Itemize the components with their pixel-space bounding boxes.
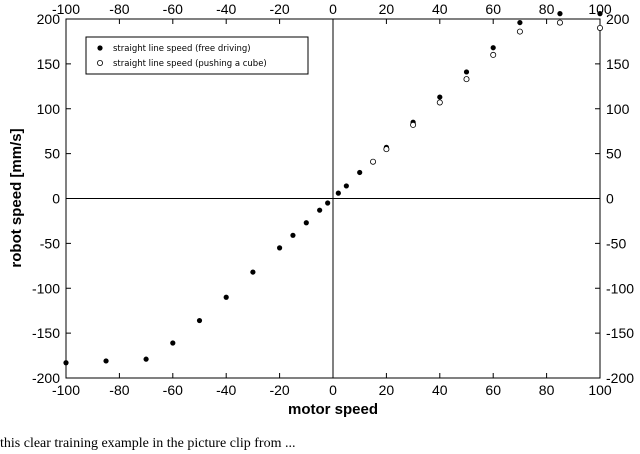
data-point-free-driving xyxy=(597,11,603,17)
right-y-axis: -200 -150 -100 -50 0 50 100 150 200 xyxy=(595,11,634,386)
data-point-pushing-cube xyxy=(463,76,470,83)
y-tick-label: 200 xyxy=(37,11,61,27)
data-point-pushing-cube xyxy=(436,99,443,106)
bottom-x-axis: -100 -80 -60 -40 -20 0 20 40 60 80 100 xyxy=(52,373,612,398)
right-tick-label: 100 xyxy=(606,101,630,117)
data-point-free-driving xyxy=(335,190,341,196)
data-point-free-driving xyxy=(437,94,443,100)
top-tick-label: -40 xyxy=(216,1,236,17)
data-point-pushing-cube xyxy=(490,51,497,58)
legend-marker-pushing-cube xyxy=(97,60,104,67)
x-tick-label: 80 xyxy=(539,382,555,398)
top-tick-label: 20 xyxy=(379,1,395,17)
top-tick-label: 100 xyxy=(588,1,612,17)
data-point-free-driving xyxy=(517,19,523,26)
top-tick-label: 0 xyxy=(329,1,337,17)
x-tick-label: -20 xyxy=(269,382,289,398)
y-tick-label: -100 xyxy=(32,280,60,296)
data-point-free-driving xyxy=(170,340,176,346)
top-tick-label: -60 xyxy=(163,1,183,17)
data-point-free-driving xyxy=(317,207,323,213)
legend-label-pushing-cube: straight line speed (pushing a cube) xyxy=(113,59,267,69)
y-tick-label: -200 xyxy=(32,370,60,386)
data-point-pushing-cube xyxy=(410,121,417,128)
y-tick-label: -50 xyxy=(40,235,60,251)
x-tick-label: -60 xyxy=(163,382,183,398)
right-tick-label: 150 xyxy=(606,56,630,72)
y-tick-label: -150 xyxy=(32,325,60,341)
right-tick-label: 0 xyxy=(606,191,614,207)
data-point-pushing-cube xyxy=(516,28,523,35)
x-tick-label: 40 xyxy=(432,382,448,398)
x-tick-label: -80 xyxy=(109,382,129,398)
right-tick-label: -100 xyxy=(606,280,634,296)
top-tick-label: 60 xyxy=(485,1,501,17)
scatter-chart: -100 -80 -60 -40 -20 0 20 40 60 80 100 -100 -80 -60-… xyxy=(8,1,634,418)
top-tick-label: -80 xyxy=(109,1,129,17)
data-point-pushing-cube xyxy=(370,158,377,165)
legend-label-free-driving: straight line speed (free driving) xyxy=(113,44,251,54)
data-point-pushing-cube xyxy=(556,19,563,26)
x-tick-label: -40 xyxy=(216,382,236,398)
x-tick-label: 20 xyxy=(379,382,395,398)
data-point-free-driving xyxy=(303,220,309,226)
x-axis-title: motor speed xyxy=(288,401,378,418)
y-tick-label: 150 xyxy=(37,56,61,72)
data-point-free-driving xyxy=(490,45,496,51)
data-point-free-driving xyxy=(250,269,256,275)
data-point-free-driving xyxy=(290,232,296,238)
right-tick-label: -200 xyxy=(606,370,634,386)
left-y-axis: -200 -150 -100 -50 0 50 100 150 200 xyxy=(32,11,71,386)
data-point-pushing-cube xyxy=(383,146,390,153)
caption-text: this clear training example in the pictu… xyxy=(0,436,296,451)
data-point-free-driving xyxy=(463,69,470,75)
data-point-pushing-cube xyxy=(597,24,604,31)
data-point-free-driving xyxy=(343,183,349,189)
y-tick-label: 50 xyxy=(44,146,60,162)
top-x-axis: -100 -80 -60 -40 -20 0 20 40 60 80 100 xyxy=(52,1,612,24)
data-points xyxy=(63,11,604,366)
top-tick-label: -20 xyxy=(269,1,289,17)
y-axis-title: robot speed [mm/s] xyxy=(8,128,25,267)
x-tick-label: 100 xyxy=(588,382,612,398)
legend: straight line speed (free driving) strai… xyxy=(85,36,309,75)
right-tick-label: 200 xyxy=(606,11,630,27)
top-tick-label: -100 xyxy=(52,1,80,17)
data-point-free-driving xyxy=(223,294,229,300)
data-point-free-driving xyxy=(143,356,149,362)
y-tick-label: 0 xyxy=(52,191,60,207)
data-point-free-driving xyxy=(103,358,109,364)
x-tick-label: 60 xyxy=(485,382,501,398)
legend-box xyxy=(85,36,309,75)
data-point-free-driving xyxy=(325,200,331,206)
y-tick-label: 100 xyxy=(37,101,61,117)
x-tick-label: -100 xyxy=(52,382,80,398)
data-point-free-driving xyxy=(557,11,563,17)
data-point-free-driving xyxy=(63,360,69,366)
data-point-free-driving xyxy=(196,317,203,324)
legend-marker-free-driving xyxy=(97,45,103,51)
right-tick-label: -50 xyxy=(606,235,626,251)
data-point-free-driving xyxy=(277,245,283,251)
top-tick-label: 80 xyxy=(539,1,555,17)
right-tick-label: -150 xyxy=(606,325,634,341)
x-tick-label: 0 xyxy=(329,382,337,398)
data-point-free-driving xyxy=(357,169,363,176)
top-tick-label: 40 xyxy=(432,1,448,17)
right-tick-label: 50 xyxy=(606,146,622,162)
